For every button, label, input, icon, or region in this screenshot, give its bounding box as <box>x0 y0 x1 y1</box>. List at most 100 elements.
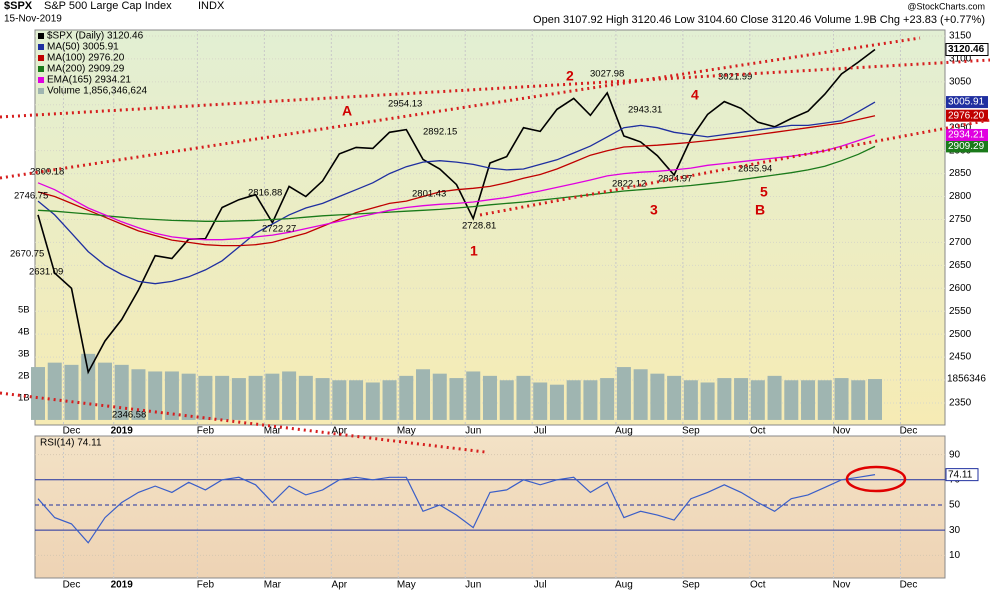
x-tick-label: May <box>397 426 416 437</box>
volume-bar <box>801 380 816 420</box>
volume-bar <box>851 380 866 420</box>
trend-line <box>479 118 990 217</box>
volume-bar <box>181 373 196 420</box>
exchange: INDX <box>198 0 225 12</box>
x-tick-label: Jun <box>465 580 481 591</box>
volume-bar <box>700 382 715 420</box>
legend-swatch <box>38 66 44 72</box>
x-tick-label: 2019 <box>111 580 134 591</box>
symbol: $SPX <box>4 0 33 12</box>
rsi-tick-label: 50 <box>949 500 961 511</box>
volume-bar <box>633 369 648 420</box>
x-tick-label: Feb <box>197 580 215 591</box>
volume-bar <box>533 382 548 420</box>
volume-bar <box>566 380 581 420</box>
price-annotation: 2722.27 <box>262 224 296 235</box>
last-value-box <box>946 373 990 386</box>
volume-bar <box>767 375 782 420</box>
rsi-panel <box>34 435 946 579</box>
legend-label: Volume 1,856,346,624 <box>47 86 148 97</box>
y-tick-label: 2750 <box>949 214 972 225</box>
last-value-label: 2934.21 <box>948 130 985 141</box>
wave-label: 5 <box>760 184 768 200</box>
price-annotation: 2670.75 <box>10 249 44 260</box>
y-tick-label: 2450 <box>949 352 972 363</box>
y-tick-label: 2700 <box>949 237 972 248</box>
last-value-box <box>946 140 988 153</box>
wave-label: 3 <box>650 202 658 218</box>
y-tick-label: 2500 <box>949 329 972 340</box>
volume-bar <box>466 371 481 420</box>
volume-tick-label: 1B <box>18 392 30 403</box>
x-tick-label: Feb <box>197 426 215 437</box>
wave-label: 4 <box>691 87 699 103</box>
rsi-legend: RSI(14) 74.11 <box>40 438 102 449</box>
x-tick-label: Jun <box>465 426 481 437</box>
last-value-box <box>946 96 988 109</box>
volume-bar <box>516 375 531 420</box>
volume-bar <box>47 362 62 420</box>
last-value-label: 2909.29 <box>948 141 985 152</box>
last-value-label: 3005.91 <box>948 97 985 108</box>
price-annotation: 3021.99 <box>718 72 752 83</box>
ma-line <box>37 145 876 222</box>
x-tick-label: Mar <box>264 426 282 437</box>
volume-bar <box>265 373 280 420</box>
volume-bar <box>549 384 564 420</box>
volume-bar <box>750 380 765 420</box>
volume-bar <box>365 382 380 420</box>
x-tick-label: Sep <box>682 426 700 437</box>
ma-line <box>37 101 876 285</box>
volume-bar <box>298 375 313 420</box>
volume-bar <box>148 371 163 420</box>
x-tick-label: Apr <box>332 580 348 591</box>
y-tick-label: 2850 <box>949 168 972 179</box>
legend-label: MA(50) 3005.91 <box>47 42 119 53</box>
volume-bar <box>114 364 129 420</box>
x-tick-label: 2019 <box>111 426 134 437</box>
price-annotation: 2943.31 <box>628 105 662 116</box>
volume-bar <box>683 380 698 420</box>
last-value-box <box>946 109 988 122</box>
volume-bar <box>650 373 665 420</box>
x-tick-label: Mar <box>264 580 282 591</box>
volume-tick-label: 2B <box>18 370 30 381</box>
legend-label: MA(100) 2976.20 <box>47 53 125 64</box>
x-tick-label: May <box>397 580 416 591</box>
trend-line <box>0 36 921 180</box>
volume-bar <box>784 380 799 420</box>
volume-bar <box>734 378 749 420</box>
rsi-line <box>37 474 876 544</box>
y-tick-label: 2650 <box>949 260 972 271</box>
volume-bar <box>667 375 682 420</box>
credit: @StockCharts.com <box>907 1 985 11</box>
price-annotation: 2631.09 <box>29 267 63 278</box>
volume-bar <box>198 375 213 420</box>
rsi-tick-label: 30 <box>949 525 961 536</box>
price-annotation: 2800.18 <box>30 167 64 178</box>
y-tick-label: 2800 <box>949 191 972 202</box>
volume-bar <box>499 380 514 420</box>
price-annotation: 2892.15 <box>423 127 457 138</box>
x-tick-label: Nov <box>833 426 851 437</box>
x-tick-label: Dec <box>900 580 918 591</box>
price-annotation: 2954.13 <box>388 99 422 110</box>
price-annotation: 2346.58 <box>112 410 146 421</box>
wave-label: B <box>755 202 765 218</box>
volume-tick-label: 3B <box>18 348 30 359</box>
legend-swatch <box>38 55 44 61</box>
price-annotation: 2801.43 <box>412 189 446 200</box>
price-line <box>37 48 876 375</box>
last-value-box <box>946 128 988 141</box>
volume-bar <box>282 371 297 420</box>
volume-bar <box>432 373 447 420</box>
price-annotation: 2746.75 <box>14 191 48 202</box>
x-tick-label: Oct <box>750 580 766 591</box>
volume-tick-label: 5B <box>18 304 30 315</box>
volume-bar <box>31 367 45 420</box>
volume-bar <box>97 362 112 420</box>
last-value-box <box>945 43 989 57</box>
y-tick-label: 2950 <box>949 122 972 133</box>
